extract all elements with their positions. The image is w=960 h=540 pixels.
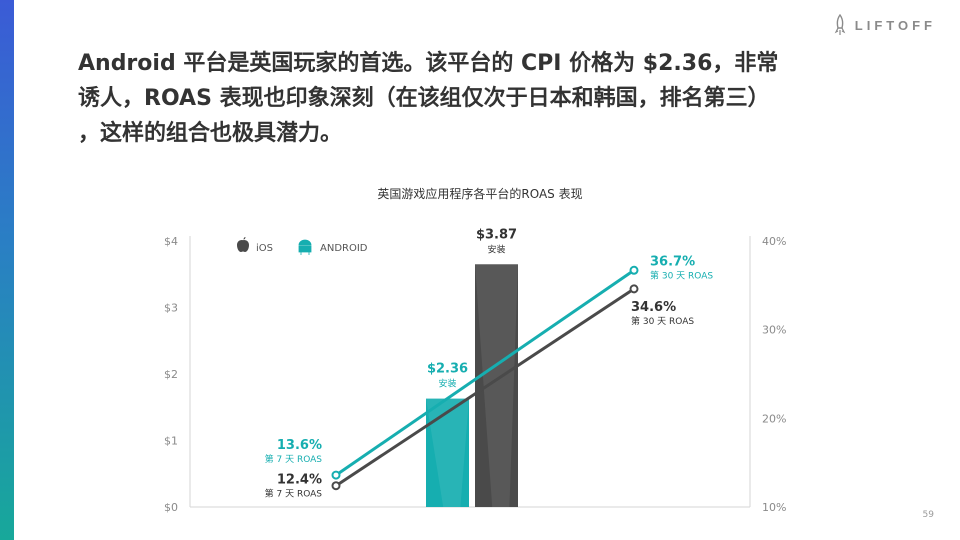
line-point xyxy=(629,284,639,294)
line-ios xyxy=(335,287,635,487)
line-value-label: 36.7% xyxy=(650,254,695,269)
headline-line: Android 平台是英国玩家的首选。该平台的 CPI 价格为 $2.36，非常 xyxy=(78,51,779,76)
y-right-tick-label: 40% xyxy=(762,235,786,248)
y-left-tick-label: $2 xyxy=(164,368,178,381)
bar-ios xyxy=(475,264,518,507)
bar-shading xyxy=(475,264,518,507)
y-left-tick-label: $0 xyxy=(164,501,178,514)
bar-shading xyxy=(426,398,469,507)
chart-title: 英国游戏应用程序各平台的ROAS 表现 xyxy=(377,187,583,201)
bar-sublabel: 安装 xyxy=(487,243,505,255)
y-left-tick-label: $4 xyxy=(164,235,178,248)
bar-value-label: $2.36 xyxy=(427,362,468,377)
line-sublabel: 第 7 天 ROAS xyxy=(265,488,323,500)
page-number: 59 xyxy=(922,510,934,520)
headline-line: 诱人，ROAS 表现也印象深刻（在该组仅次于日本和韩国，排名第三） xyxy=(78,86,770,111)
line-point xyxy=(331,481,341,491)
line-value-label: 34.6% xyxy=(631,300,676,315)
y-left-tick-label: $1 xyxy=(164,435,178,448)
line-sublabel: 第 30 天 ROAS xyxy=(631,315,694,327)
line-android xyxy=(335,269,635,477)
y-right-tick-label: 10% xyxy=(762,501,786,514)
headline: Android 平台是英国玩家的首选。该平台的 CPI 价格为 $2.36，非常… xyxy=(78,46,898,151)
line-sublabel: 第 7 天 ROAS xyxy=(265,453,323,465)
y-left-tick-label: $3 xyxy=(164,302,178,315)
legend-label-android: ANDROID xyxy=(320,243,368,254)
rocket-icon xyxy=(834,14,846,35)
bar-android xyxy=(426,398,469,507)
y-right-tick-label: 30% xyxy=(762,324,786,337)
bar-value-label: $3.87 xyxy=(476,227,517,242)
logo-text: LIFTOFF xyxy=(854,17,936,33)
line-point xyxy=(629,265,639,275)
bar-sublabel: 安装 xyxy=(438,378,456,390)
line-sublabel: 第 30 天 ROAS xyxy=(650,269,713,281)
headline-line: ，这样的组合也极具潜力。 xyxy=(78,121,343,146)
line-value-label: 12.4% xyxy=(277,473,322,488)
android-icon xyxy=(298,239,312,255)
line-value-label: 13.6% xyxy=(277,438,322,453)
accent-bar xyxy=(0,0,14,540)
liftoff-logo: LIFTOFF xyxy=(833,14,936,36)
line-point xyxy=(331,470,341,480)
legend-label-ios: iOS xyxy=(256,243,273,254)
apple-icon xyxy=(237,237,249,252)
y-right-tick-label: 20% xyxy=(762,412,786,425)
